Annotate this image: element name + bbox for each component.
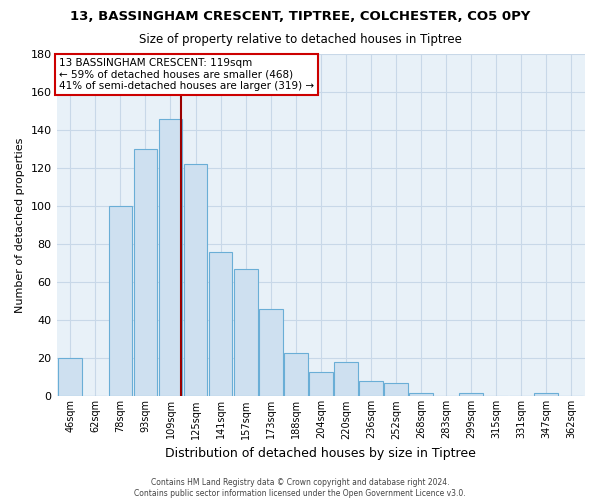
Bar — [259, 309, 283, 396]
Bar — [384, 383, 408, 396]
Bar — [58, 358, 82, 397]
Bar — [459, 392, 483, 396]
X-axis label: Distribution of detached houses by size in Tiptree: Distribution of detached houses by size … — [166, 447, 476, 460]
Bar — [109, 206, 133, 396]
Y-axis label: Number of detached properties: Number of detached properties — [15, 138, 25, 313]
Bar — [409, 392, 433, 396]
Bar — [309, 372, 332, 396]
Bar — [209, 252, 232, 396]
Bar — [184, 164, 208, 396]
Text: 13, BASSINGHAM CRESCENT, TIPTREE, COLCHESTER, CO5 0PY: 13, BASSINGHAM CRESCENT, TIPTREE, COLCHE… — [70, 10, 530, 23]
Text: Size of property relative to detached houses in Tiptree: Size of property relative to detached ho… — [139, 32, 461, 46]
Text: Contains HM Land Registry data © Crown copyright and database right 2024.
Contai: Contains HM Land Registry data © Crown c… — [134, 478, 466, 498]
Bar — [234, 269, 257, 396]
Text: 13 BASSINGHAM CRESCENT: 119sqm
← 59% of detached houses are smaller (468)
41% of: 13 BASSINGHAM CRESCENT: 119sqm ← 59% of … — [59, 58, 314, 91]
Bar — [134, 149, 157, 396]
Bar — [359, 381, 383, 396]
Bar — [284, 352, 308, 397]
Bar — [334, 362, 358, 396]
Bar — [158, 118, 182, 396]
Bar — [534, 392, 558, 396]
